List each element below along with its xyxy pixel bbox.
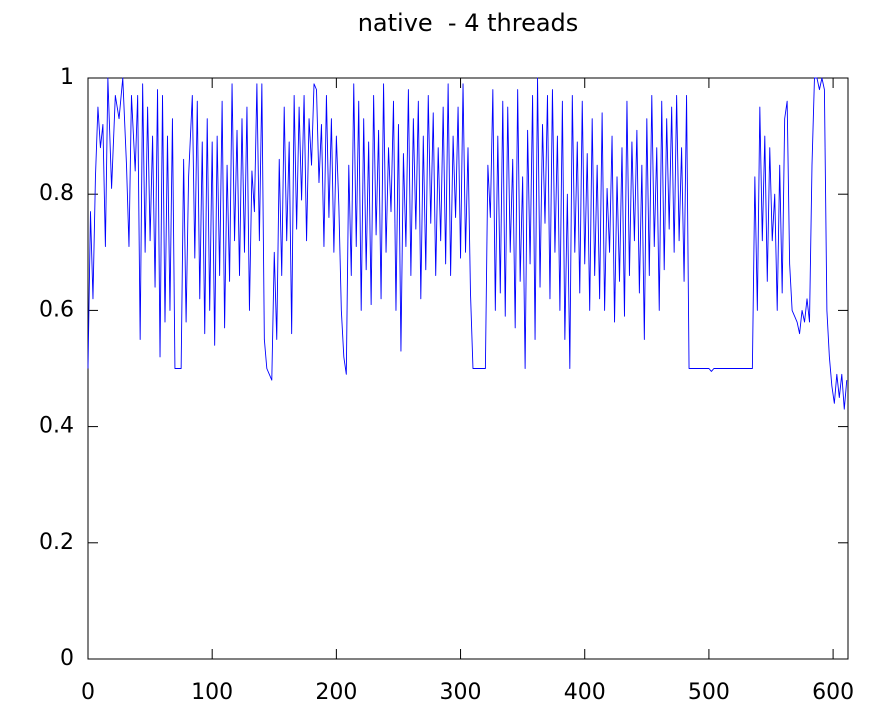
- y-tick-label: 0.6: [39, 297, 74, 322]
- x-tick-label: 300: [440, 680, 482, 705]
- x-tick-label: 500: [688, 680, 730, 705]
- x-tick-label: 0: [81, 680, 95, 705]
- y-tick-label: 0.2: [39, 530, 74, 555]
- x-tick-label: 200: [315, 680, 357, 705]
- x-tick-label: 400: [564, 680, 606, 705]
- chart-title: native - 4 threads: [358, 9, 579, 37]
- x-tick-label: 100: [191, 680, 233, 705]
- y-tick-label: 0: [60, 646, 74, 671]
- data-line: [87, 77, 848, 410]
- y-tick-label: 0.8: [39, 181, 74, 206]
- x-tick-label: 600: [812, 680, 854, 705]
- y-tick-label: 1: [60, 65, 74, 90]
- y-tick-label: 0.4: [39, 414, 74, 439]
